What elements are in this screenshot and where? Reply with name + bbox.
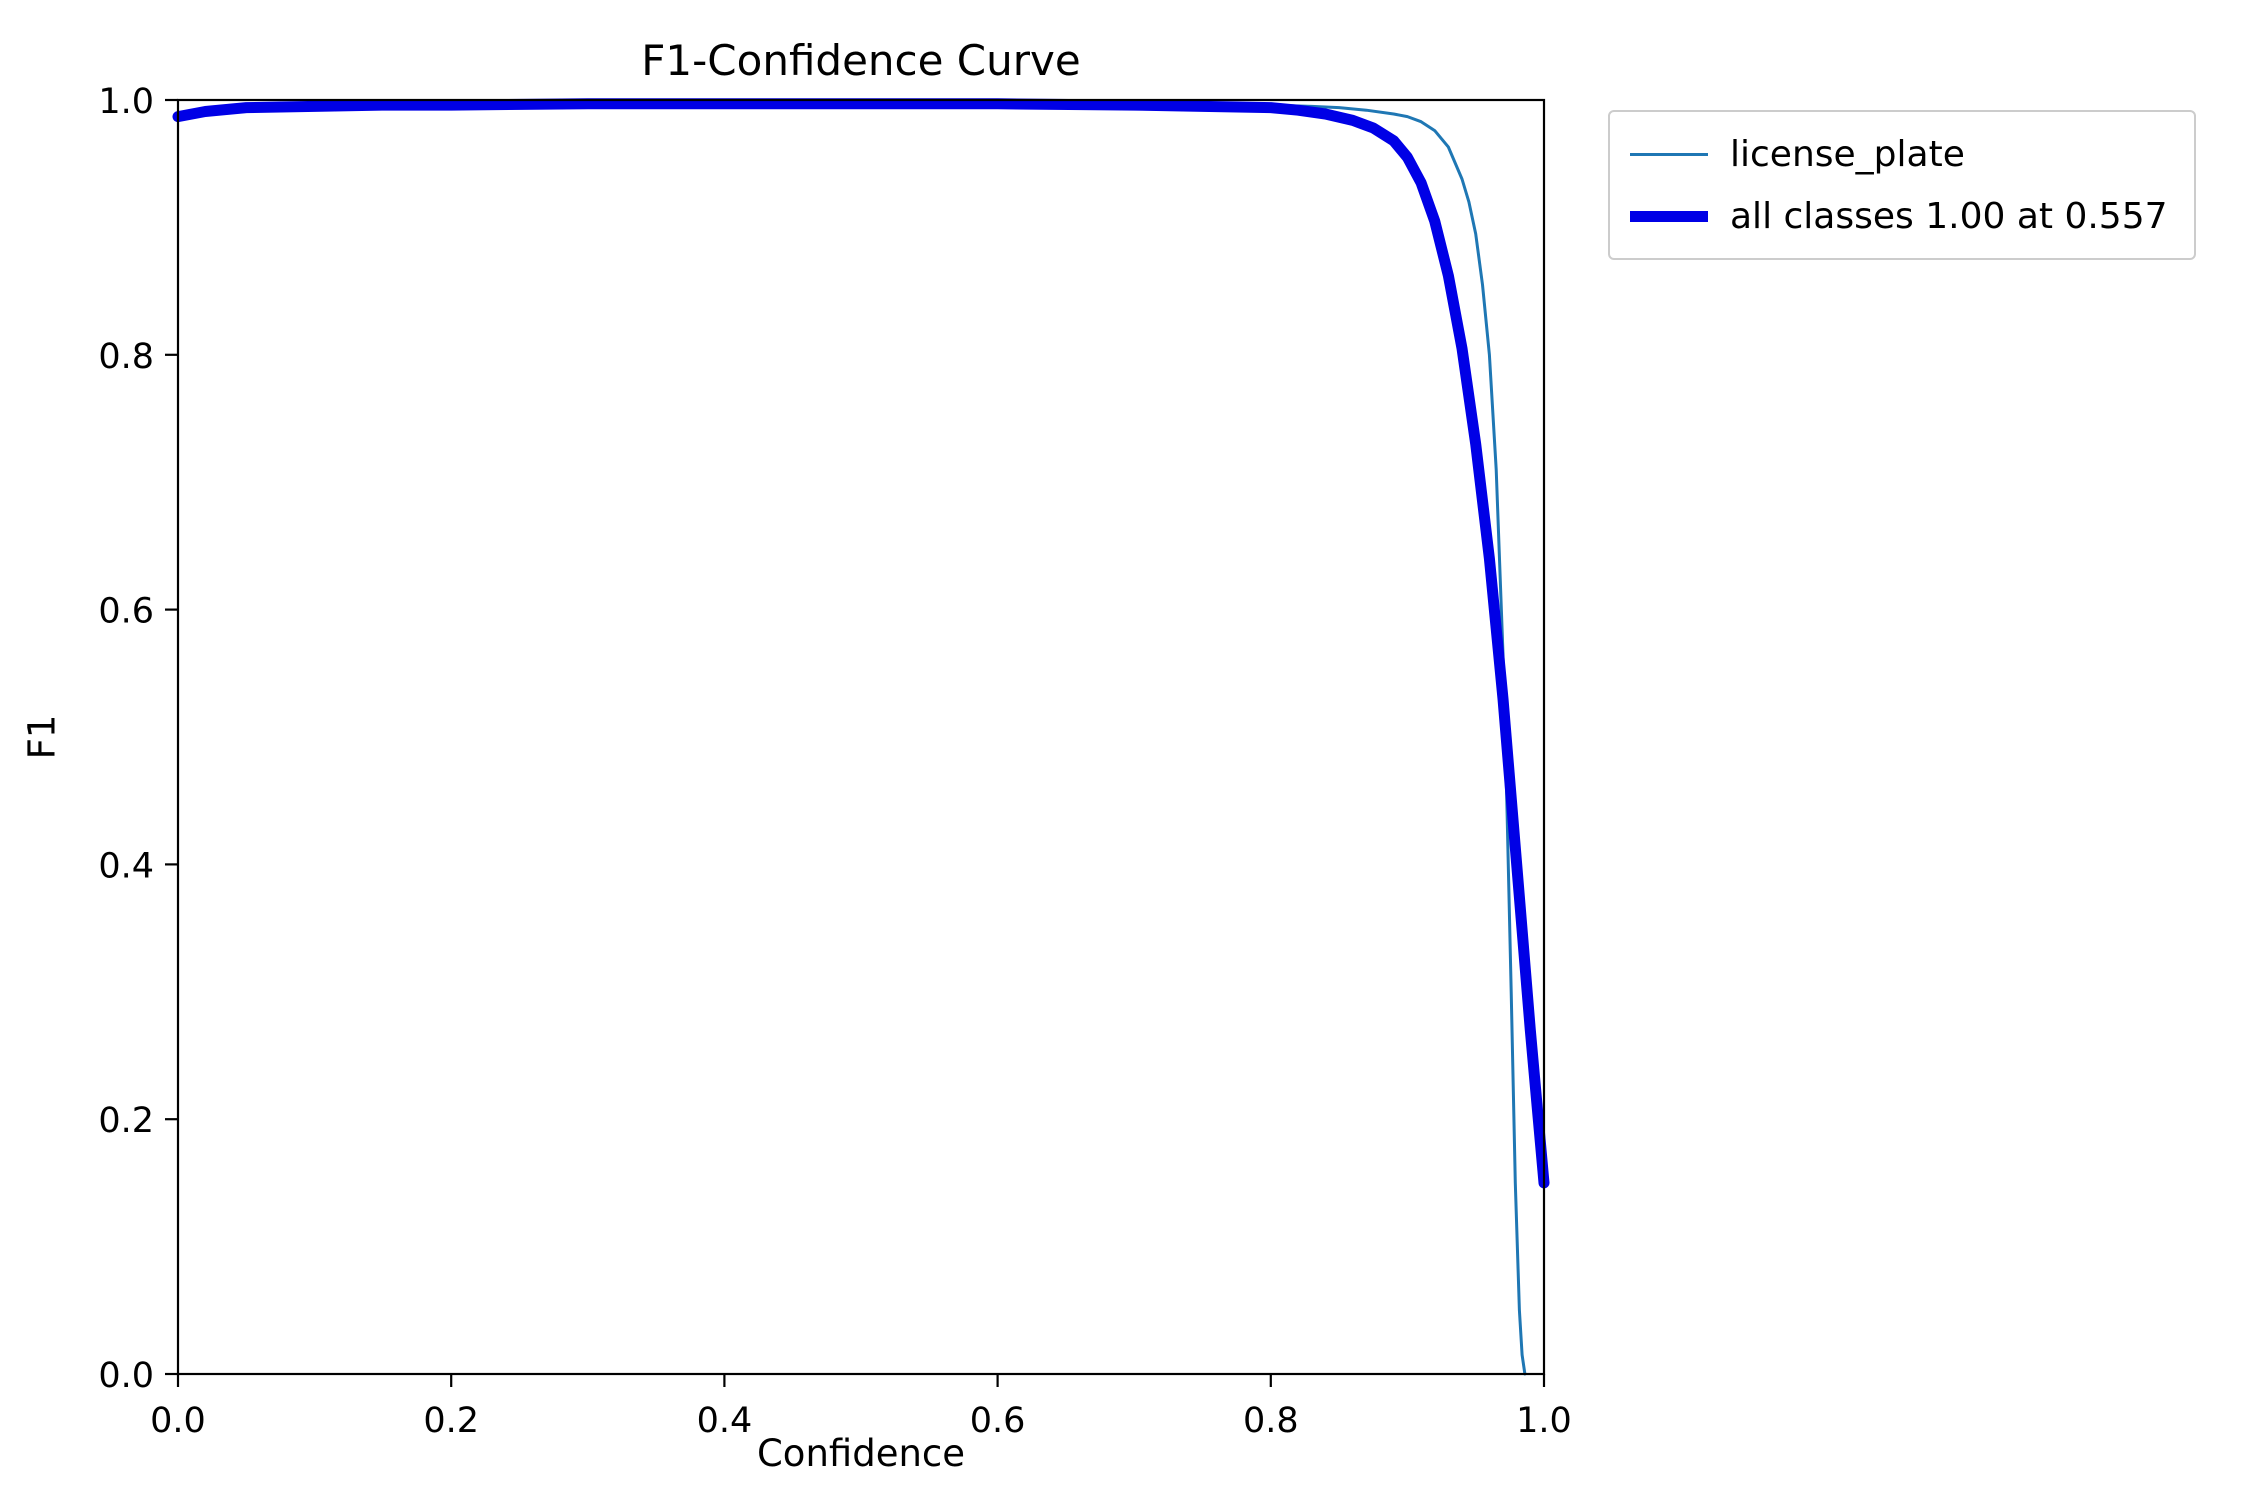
- y-tick-label: 0.0: [98, 1356, 154, 1396]
- plot-frame: [176, 98, 1546, 1376]
- series-line-all-classes-1.00-at-0.557: [172, 98, 1550, 1189]
- legend-item: license_plate: [1630, 128, 2168, 180]
- y-tick-label: 0.8: [98, 337, 154, 377]
- x-axis-label: Confidence: [756, 1432, 966, 1475]
- x-tick-label: 0.2: [423, 1401, 479, 1441]
- series-line-license_plate: [176, 102, 1527, 1376]
- x-tick-label: 0.8: [1243, 1401, 1299, 1441]
- x-tick-label: 0.4: [697, 1401, 753, 1441]
- y-tick-label: 0.6: [98, 592, 154, 632]
- x-tick-label: 0.6: [970, 1401, 1026, 1441]
- legend-label: all classes 1.00 at 0.557: [1730, 195, 2168, 237]
- x-tick-label: 1.0: [1516, 1401, 1572, 1441]
- y-axis-label: F1: [20, 714, 64, 760]
- y-tick-label: 0.2: [98, 1101, 154, 1141]
- y-tick-label: 1.0: [98, 82, 154, 122]
- legend-item: all classes 1.00 at 0.557: [1630, 190, 2168, 242]
- legend-line-sample-thin: [1630, 152, 1708, 156]
- chart-title: F1-Confidence Curve: [641, 36, 1081, 85]
- legend-line-sample-thick: [1630, 210, 1708, 222]
- x-tick-label: 0.0: [150, 1401, 206, 1441]
- legend-label: license_plate: [1730, 133, 1965, 175]
- legend: license_plate all classes 1.00 at 0.557: [1608, 110, 2196, 260]
- y-tick-label: 0.4: [98, 846, 154, 886]
